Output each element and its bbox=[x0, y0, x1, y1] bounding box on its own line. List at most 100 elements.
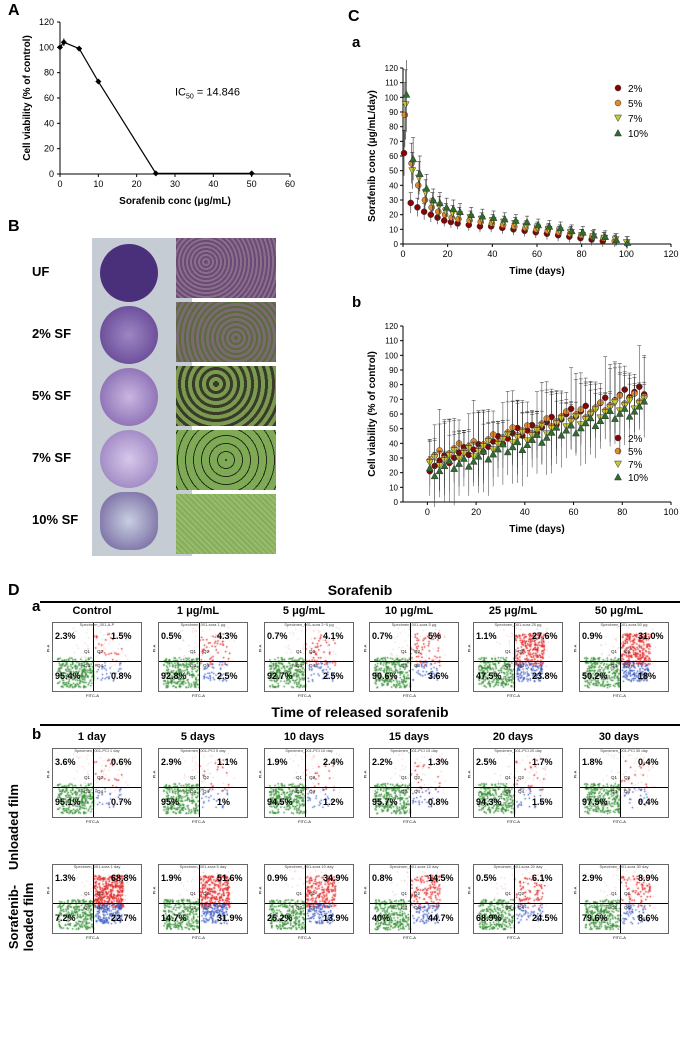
cb-xtick-label: 0 bbox=[425, 507, 430, 517]
flow-dots bbox=[159, 749, 247, 817]
cb-point bbox=[611, 399, 619, 407]
quadrant-value-q3-lower-left: 94.5% bbox=[267, 797, 293, 807]
flow-specimen-label: Specimen_001-sora 5 μg bbox=[391, 622, 437, 627]
gate-horizontal bbox=[370, 661, 458, 662]
panel-da-title: Sorafenib bbox=[327, 582, 393, 598]
ca-ytick-label: 70 bbox=[389, 137, 398, 146]
cb-point bbox=[591, 421, 600, 430]
cb-point bbox=[513, 437, 522, 446]
cb-point bbox=[479, 447, 488, 455]
flow-x-axis-label: FITC-A bbox=[613, 819, 626, 824]
flow-dots bbox=[580, 749, 668, 817]
cb-point bbox=[625, 412, 634, 420]
quadrant-id-q4: Q4 bbox=[97, 663, 104, 668]
flow-specimen-label: Specimen_001-sora 5 day bbox=[179, 864, 227, 869]
quadrant-id-q3: Q3 bbox=[84, 663, 91, 668]
flow-specimen-label: Specimen_001-sora 1 μg bbox=[180, 622, 226, 627]
flow-specimen-label: Specimen_001-sora 15 day bbox=[389, 864, 439, 869]
flow-y-axis-label: PI-A bbox=[151, 886, 157, 895]
chart-cb-viability-time: 0 10 20 30 40 50 60 70 80 90 100 110 120 0 20 40 60 80 100… bbox=[367, 322, 679, 535]
quadrant-value-q4-lower-right: 24.5% bbox=[532, 913, 558, 923]
flow-plot: Specimen_001-sora 5 μg Q1 Q2 Q3 Q4 0.7% 5% 90.6… bbox=[369, 622, 459, 692]
gate-vertical bbox=[93, 865, 94, 933]
cb-ytick-label: 120 bbox=[385, 322, 399, 331]
flow-y-axis-label: PI-A bbox=[151, 770, 157, 779]
cb-point bbox=[552, 423, 561, 431]
cb-legend-label: 7% bbox=[628, 460, 643, 471]
cb-point bbox=[489, 450, 498, 458]
cb-point bbox=[596, 416, 605, 425]
sub-letter-ca: a bbox=[352, 34, 361, 51]
ca-point bbox=[408, 167, 417, 175]
flow-plot: Specimen_001-PCl 15 day Q1 Q2 Q3 Q4 2.2% 1.3% 9… bbox=[369, 748, 459, 818]
condition-label: 1 μg/mL bbox=[176, 605, 220, 617]
quadrant-value-q3-lower-left: 95.4% bbox=[55, 671, 81, 681]
a-ytick-label: 120 bbox=[39, 17, 54, 27]
cb-ytick-label: 100 bbox=[385, 351, 399, 360]
cb-point bbox=[533, 430, 541, 438]
ca-legend-marker bbox=[614, 128, 622, 137]
quadrant-value-q1-upper-left: 0.9% bbox=[267, 873, 288, 883]
ca-ytick-label: 10 bbox=[389, 225, 398, 234]
quadrant-id-q3: Q3 bbox=[505, 789, 512, 794]
quadrant-id-q3: Q3 bbox=[611, 905, 618, 910]
ca-ytick-label: 120 bbox=[385, 64, 399, 73]
flow-specimen-label: Specimen_001-sora 2~5 μg bbox=[284, 622, 334, 627]
condition-label: 50 μg/mL bbox=[594, 605, 644, 617]
a-point bbox=[95, 78, 102, 85]
ca-legend-marker bbox=[614, 84, 622, 92]
flow-y-axis-label: PI-A bbox=[466, 886, 472, 895]
ca-series-10pct bbox=[402, 60, 632, 249]
quadrant-value-q2-upper-right: 4.1% bbox=[323, 631, 344, 641]
quadrant-id-q2: Q2 bbox=[97, 891, 104, 896]
quadrant-id-q2: Q2 bbox=[97, 649, 104, 654]
cb-point bbox=[440, 461, 449, 470]
ca-point bbox=[401, 111, 409, 119]
quadrant-value-q4-lower-right: 0.8% bbox=[111, 671, 132, 681]
cb-point bbox=[537, 438, 546, 446]
quadrant-value-q2-upper-right: 4.3% bbox=[217, 631, 238, 641]
chart-a-viability-vs-conc: 0 20 40 60 80 100 120 0 10 20 30 40 50 60 Sorafenib co… bbox=[22, 17, 295, 207]
ca-point bbox=[436, 198, 444, 207]
cb-point bbox=[494, 445, 502, 453]
ca-point bbox=[400, 149, 408, 157]
cb-point bbox=[445, 456, 454, 464]
quadrant-id-q4: Q4 bbox=[309, 789, 316, 794]
flow-plot: Specimen_001-PCl 1 day Q1 Q2 Q3 Q4 3.6% 0.6% 95… bbox=[52, 748, 142, 818]
a-ytick-label: 20 bbox=[44, 144, 54, 154]
cb-ytick-label: 0 bbox=[394, 498, 399, 507]
gate-horizontal bbox=[159, 903, 247, 904]
quadrant-id-q2: Q2 bbox=[624, 649, 631, 654]
cb-ylabel: Cell viability (% of control) bbox=[367, 351, 378, 477]
cb-point bbox=[581, 418, 590, 427]
ca-point bbox=[523, 217, 531, 226]
flow-specimen-label: Specimen_001-sora 20 day bbox=[493, 864, 543, 869]
flow-dots bbox=[159, 623, 247, 691]
flow-plot: Specimen_001-PCl 30 day Q1 Q2 Q3 Q4 1.8% 0.4% 9… bbox=[579, 748, 669, 818]
flow-dots bbox=[474, 749, 562, 817]
condition-label: Control bbox=[72, 605, 112, 617]
row-label-5sf: 5% SF bbox=[32, 388, 72, 403]
plate-7sf bbox=[100, 430, 158, 488]
row-label-uf: UF bbox=[32, 264, 50, 279]
cb-legend-marker bbox=[614, 447, 622, 455]
quadrant-id-q4: Q4 bbox=[203, 663, 210, 668]
quadrant-value-q4-lower-right: 23.8% bbox=[532, 671, 558, 681]
ca-ytick-label: 80 bbox=[389, 123, 398, 132]
quadrant-value-q4-lower-right: 22.7% bbox=[111, 913, 137, 923]
flow-plot: Specimen_001-sora 15 day Q1 Q2 Q3 Q4 0.8% 14.5… bbox=[369, 864, 459, 934]
cb-ytick-label: 60 bbox=[389, 410, 398, 419]
cb-legend-marker bbox=[614, 472, 622, 481]
gate-vertical bbox=[410, 865, 411, 933]
cb-point bbox=[498, 440, 507, 448]
quadrant-value-q2-upper-right: 6.1% bbox=[532, 873, 553, 883]
quadrant-value-q2-upper-right: 14.5% bbox=[428, 873, 454, 883]
flow-x-axis-label: FITC-A bbox=[86, 693, 99, 698]
quadrant-id-q1: Q1 bbox=[296, 649, 303, 654]
quadrant-value-q1-upper-left: 0.5% bbox=[476, 873, 497, 883]
micrograph-uf bbox=[176, 238, 276, 298]
cb-ytick-label: 30 bbox=[389, 454, 398, 463]
ca-point bbox=[601, 232, 610, 240]
quadrant-value-q1-upper-left: 2.9% bbox=[582, 873, 603, 883]
quadrant-id-q4: Q4 bbox=[309, 905, 316, 910]
